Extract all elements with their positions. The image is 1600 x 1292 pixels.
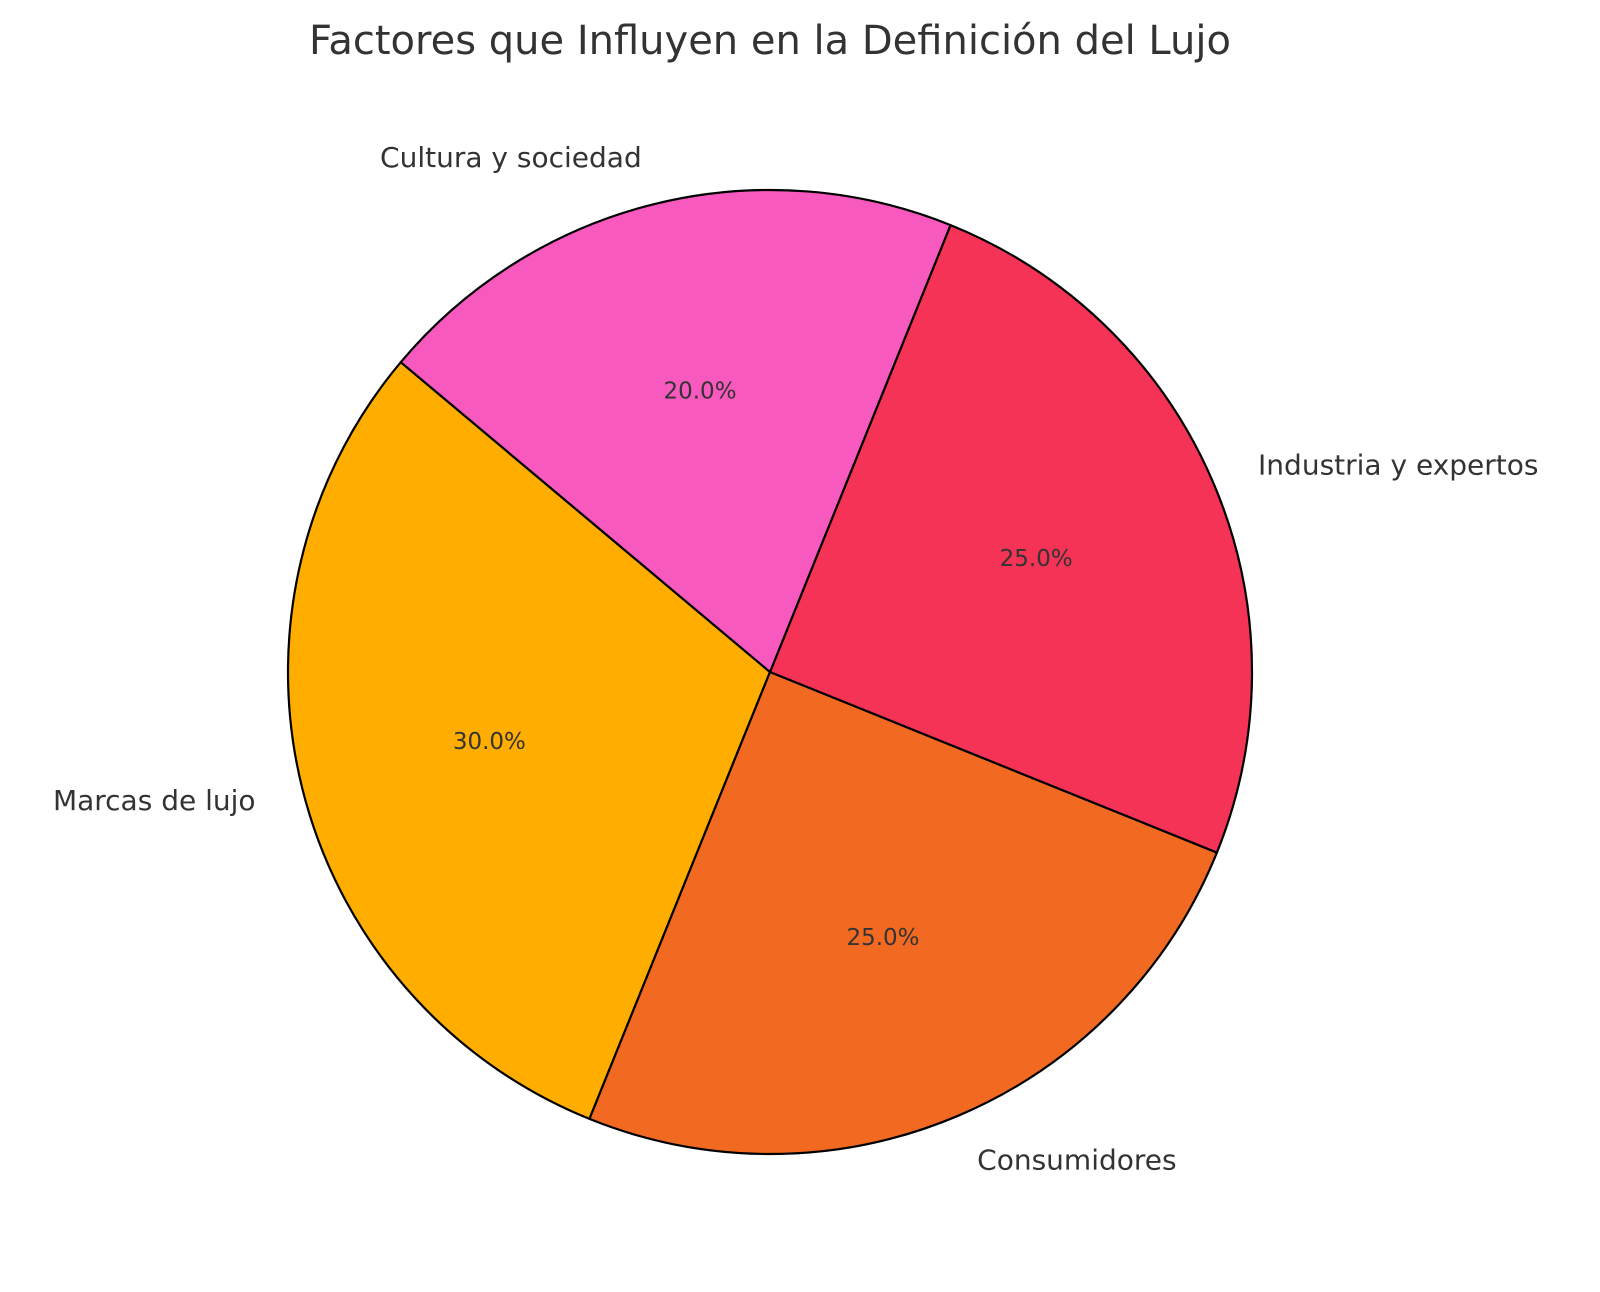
- slice-category-label: Marcas de lujo: [53, 784, 256, 817]
- pie-slice: [768, 223, 1254, 854]
- slice-percentage-label: 25.0%: [846, 925, 919, 951]
- slice-category-label: Cultura y sociedad: [380, 141, 642, 174]
- pie-slice: [399, 188, 952, 674]
- chart-title: Factores que Influyen en la Definición d…: [309, 18, 1231, 64]
- slice-percentage-label: 25.0%: [1000, 546, 1073, 572]
- slice-percentage-label: 30.0%: [453, 729, 526, 755]
- percentage-labels: 30.0% 25.0% 25.0% 20.0%: [453, 378, 1073, 951]
- slice-category-label: Consumidores: [977, 1144, 1176, 1177]
- pie-slices: [286, 188, 1254, 1156]
- pie-slice: [286, 361, 772, 1120]
- slice-percentage-label: 20.0%: [663, 378, 736, 404]
- slice-labels: Marcas de lujo Consumidores Industria y ex…: [53, 141, 1539, 1177]
- pie-slice: [588, 670, 1218, 1156]
- slice-category-label: Industria y expertos: [1258, 448, 1538, 481]
